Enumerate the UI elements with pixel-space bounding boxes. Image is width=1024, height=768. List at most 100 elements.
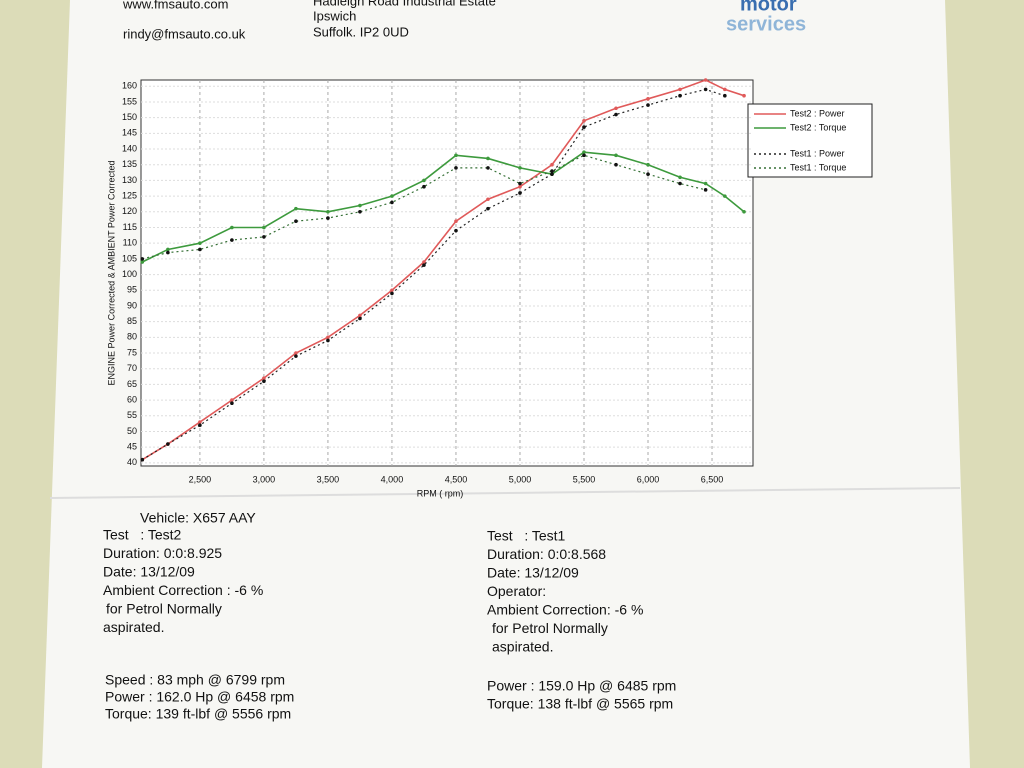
data-point — [390, 291, 394, 296]
y-tick-label: 130 — [122, 175, 137, 185]
website: www.fmsauto.com — [122, 0, 228, 11]
data-point — [198, 247, 202, 252]
data-point — [198, 423, 202, 428]
data-point — [262, 379, 266, 384]
report-line: Power : 159.0 Hp @ 6485 rpm — [487, 678, 676, 694]
data-point — [742, 93, 746, 98]
data-point — [422, 263, 426, 267]
data-point — [326, 338, 330, 343]
report-line: for Petrol Normally — [106, 601, 222, 617]
report-line: Ambient Correction : -6 % — [103, 582, 263, 598]
data-point — [646, 103, 650, 107]
address-line: Hadleigh Road Industrial Estate — [313, 0, 496, 8]
report-line: aspirated. — [492, 639, 553, 655]
x-tick-label: 5,500 — [573, 474, 596, 484]
report-line: Speed : 83 mph @ 6799 rpm — [105, 672, 285, 688]
logo-text: services — [726, 13, 806, 35]
report-line: aspirated. — [103, 619, 164, 635]
data-point — [486, 197, 490, 202]
data-point — [703, 78, 708, 82]
data-point — [294, 219, 298, 224]
data-point — [326, 335, 330, 340]
y-tick-label: 155 — [122, 96, 137, 106]
report-line: for Petrol Normally — [492, 620, 608, 636]
data-point — [518, 184, 522, 189]
data-point — [166, 247, 170, 252]
data-point — [140, 457, 145, 462]
x-tick-label: 3,500 — [317, 474, 340, 484]
data-point — [422, 260, 426, 264]
data-point — [582, 153, 586, 158]
address-line: Ipswich — [313, 8, 356, 23]
data-point — [140, 260, 145, 264]
report-line: Date: 13/12/09 — [487, 565, 579, 581]
data-point — [550, 169, 554, 173]
y-tick-label: 85 — [127, 316, 137, 326]
data-point — [230, 238, 234, 242]
data-point — [582, 150, 586, 154]
data-point — [678, 181, 682, 186]
x-tick-label: 4,500 — [445, 474, 468, 484]
legend — [747, 103, 873, 178]
data-point — [358, 210, 362, 214]
y-tick-label: 160 — [122, 81, 137, 91]
y-axis-label: ENGINE Power Corrected & AMBIENT Power C… — [106, 161, 116, 386]
y-tick-label: 40 — [127, 457, 137, 467]
y-tick-label: 105 — [122, 253, 137, 263]
data-point — [262, 225, 266, 230]
data-point — [262, 235, 266, 239]
data-point — [390, 288, 394, 293]
data-point — [703, 87, 708, 92]
plot-area — [140, 79, 754, 467]
data-point — [614, 153, 618, 158]
report-line: Test : Test1 — [487, 528, 566, 544]
report-line: Duration: 0:0:8.925 — [103, 545, 222, 561]
data-point — [390, 194, 394, 198]
legend-label: Test2 : Torque — [790, 122, 846, 132]
report-line: Torque: 138 ft-lbf @ 5565 rpm — [487, 696, 673, 712]
data-point — [723, 93, 727, 98]
y-tick-label: 150 — [122, 112, 137, 122]
x-tick-label: 6,500 — [701, 474, 724, 484]
logo-text: motor — [740, 0, 797, 15]
data-point — [550, 162, 554, 167]
email: rindy@fmsauto.co.uk — [123, 26, 246, 41]
y-tick-label: 60 — [127, 394, 137, 404]
data-point — [582, 125, 586, 129]
data-point — [454, 228, 458, 233]
series-line — [141, 88, 726, 461]
legend-label: Test1 : Power — [790, 148, 845, 158]
x-tick-label: 5,000 — [509, 474, 532, 484]
data-point — [678, 93, 682, 98]
x-tick-label: 4,000 — [381, 474, 404, 484]
data-point — [614, 112, 618, 117]
data-point — [646, 162, 650, 167]
y-tick-label: 110 — [123, 238, 137, 248]
report-line: Test : Test2 — [103, 527, 182, 543]
data-point — [582, 118, 586, 123]
y-tick-label: 115 — [123, 222, 137, 232]
data-point — [230, 401, 234, 406]
data-point — [294, 354, 298, 358]
data-point — [550, 172, 554, 176]
data-point — [518, 191, 522, 195]
data-point — [703, 181, 708, 186]
data-point — [294, 206, 298, 211]
y-tick-label: 135 — [122, 159, 137, 169]
data-point — [614, 106, 618, 111]
y-tick-label: 120 — [122, 206, 137, 216]
x-tick-label: 2,500 — [189, 474, 212, 484]
data-point — [486, 206, 490, 211]
y-tick-label: 95 — [127, 285, 137, 295]
y-tick-label: 145 — [122, 128, 137, 138]
report-line: Ambient Correction: -6 % — [487, 602, 643, 618]
paper-fold — [49, 487, 961, 499]
data-point — [358, 313, 362, 318]
address-line: Suffolk. IP2 0UD — [313, 24, 409, 39]
data-point — [678, 175, 682, 180]
data-point — [723, 194, 727, 198]
vehicle: Vehicle: X657 AAY — [140, 510, 256, 526]
data-point — [140, 257, 145, 261]
data-point — [646, 97, 650, 101]
